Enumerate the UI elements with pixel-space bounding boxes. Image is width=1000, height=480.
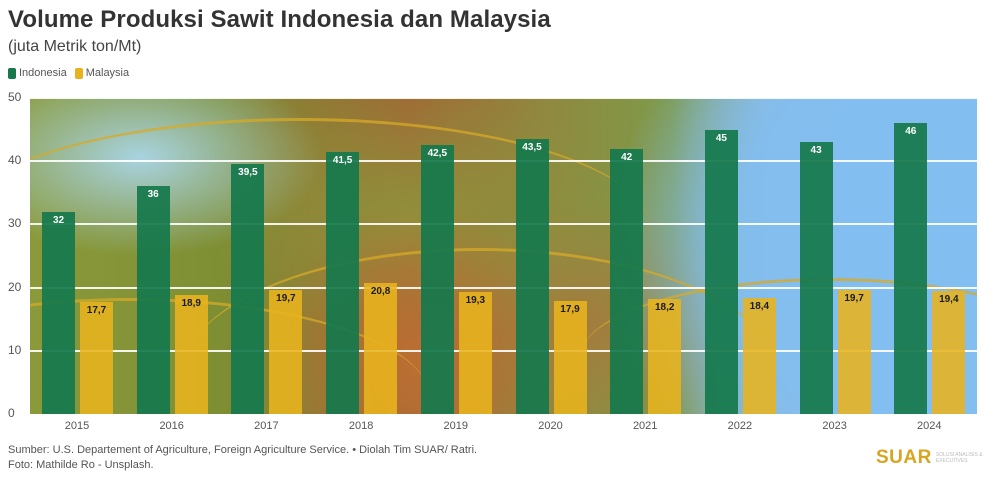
x-tick-label: 2015 <box>64 420 90 432</box>
bar-malaysia-2019[interactable]: 19,3 <box>458 292 492 414</box>
plot-area: 32 17,7 36 18,9 39,5 19,7 41,5 20,8 42,5 19,3 43,5… <box>30 98 977 414</box>
bar-indonesia-2020[interactable]: 43,5 <box>515 139 549 414</box>
gridline <box>30 286 977 289</box>
bar-value-label: 18,2 <box>654 301 675 313</box>
bar-malaysia-2017[interactable]: 19,7 <box>269 289 303 414</box>
source-note: Sumber: U.S. Departement of Agriculture,… <box>8 443 477 473</box>
legend-swatch-malaysia <box>74 67 83 79</box>
y-tick-label: 30 <box>8 216 22 231</box>
bar-value-label: 17,9 <box>560 303 580 315</box>
legend-item-malaysia[interactable]: Malaysia <box>74 67 130 79</box>
bar-indonesia-2021[interactable]: 42 <box>610 148 644 414</box>
bar-value-label: 19,7 <box>276 292 296 304</box>
legend-label: Malaysia <box>85 67 130 79</box>
bar-indonesia-2015[interactable]: 32 <box>42 211 75 414</box>
logo-tagline: SOLUSI ANALISIS & EXECUTIVES <box>935 452 983 464</box>
bar-indonesia-2019[interactable]: 42,5 <box>420 145 454 414</box>
suar-logo: SUAR SOLUSI ANALISIS & EXECUTIVES <box>876 447 988 469</box>
bar-value-label: 42,5 <box>427 148 448 160</box>
x-tick-label: 2018 <box>348 420 374 432</box>
bar-indonesia-2017[interactable]: 39,5 <box>231 164 265 414</box>
bar-value-label: 42 <box>621 151 633 163</box>
bar-value-label: 18,9 <box>181 297 201 309</box>
bar-indonesia-2018[interactable]: 41,5 <box>326 151 360 414</box>
y-tick-label: 0 <box>8 406 15 420</box>
x-tick-label: 2022 <box>727 420 753 432</box>
gridline <box>30 349 977 352</box>
logo-text: SUAR <box>876 447 932 468</box>
bar-value-label: 32 <box>52 214 65 226</box>
bar-value-label: 19,4 <box>939 294 959 306</box>
bar-indonesia-2023[interactable]: 43 <box>799 142 833 414</box>
x-tick-label: 2024 <box>917 420 942 432</box>
bar-malaysia-2021[interactable]: 18,2 <box>648 298 682 414</box>
bar-malaysia-2015[interactable]: 17,7 <box>80 302 113 414</box>
bar-value-label: 43 <box>810 145 822 157</box>
bar-value-label: 46 <box>905 126 917 138</box>
photo-credit: Foto: Mathilde Ro - Unsplash. <box>8 459 154 471</box>
bar-value-label: 20,8 <box>370 285 391 297</box>
y-tick-label: 40 <box>8 153 22 168</box>
bar-malaysia-2020[interactable]: 17,9 <box>553 300 587 414</box>
background-frond <box>180 248 780 414</box>
bar-malaysia-2023[interactable]: 19,7 <box>837 289 871 414</box>
legend: Indonesia Malaysia <box>8 67 129 79</box>
x-tick-label: 2017 <box>254 420 279 432</box>
bar-indonesia-2024[interactable]: 46 <box>894 123 928 414</box>
legend-label: Indonesia <box>19 67 67 79</box>
chart-title: Volume Produksi Sawit Indonesia dan Mala… <box>8 6 551 33</box>
bar-malaysia-2024[interactable]: 19,4 <box>932 291 966 414</box>
legend-item-indonesia[interactable]: Indonesia <box>8 67 67 79</box>
bar-value-label: 18,4 <box>749 300 770 312</box>
bar-value-label: 17,7 <box>86 305 107 317</box>
legend-swatch-indonesia <box>8 67 16 79</box>
bar-value-label: 36 <box>147 189 159 201</box>
bar-malaysia-2016[interactable]: 18,9 <box>174 294 208 414</box>
bar-indonesia-2022[interactable]: 45 <box>704 129 738 414</box>
bar-value-label: 19,7 <box>844 292 864 304</box>
bar-value-label: 19,3 <box>465 295 486 307</box>
background-frond <box>580 278 977 414</box>
x-tick-label: 2023 <box>822 420 847 432</box>
y-tick-label: 20 <box>8 279 22 294</box>
x-tick-label: 2020 <box>538 420 563 432</box>
gridline <box>30 223 977 226</box>
chart-subtitle: (juta Metrik ton/Mt) <box>8 38 142 55</box>
x-tick-label: 2019 <box>443 420 469 432</box>
source-text: Sumber: U.S. Departement of Agriculture,… <box>8 444 478 456</box>
gridline <box>30 160 977 163</box>
gridline <box>30 98 977 99</box>
bar-value-label: 43,5 <box>522 142 542 154</box>
bar-malaysia-2022[interactable]: 18,4 <box>742 297 776 414</box>
bar-malaysia-2018[interactable]: 20,8 <box>364 282 398 414</box>
bar-value-label: 39,5 <box>238 167 258 179</box>
y-tick-label: 10 <box>8 342 22 357</box>
bar-indonesia-2016[interactable]: 36 <box>136 186 170 414</box>
y-tick-label: 50 <box>8 90 22 104</box>
background-frond <box>30 118 650 338</box>
x-tick-label: 2016 <box>159 420 184 432</box>
bar-value-label: 45 <box>715 132 727 144</box>
bar-value-label: 41,5 <box>332 154 353 166</box>
x-tick-label: 2021 <box>632 420 658 432</box>
